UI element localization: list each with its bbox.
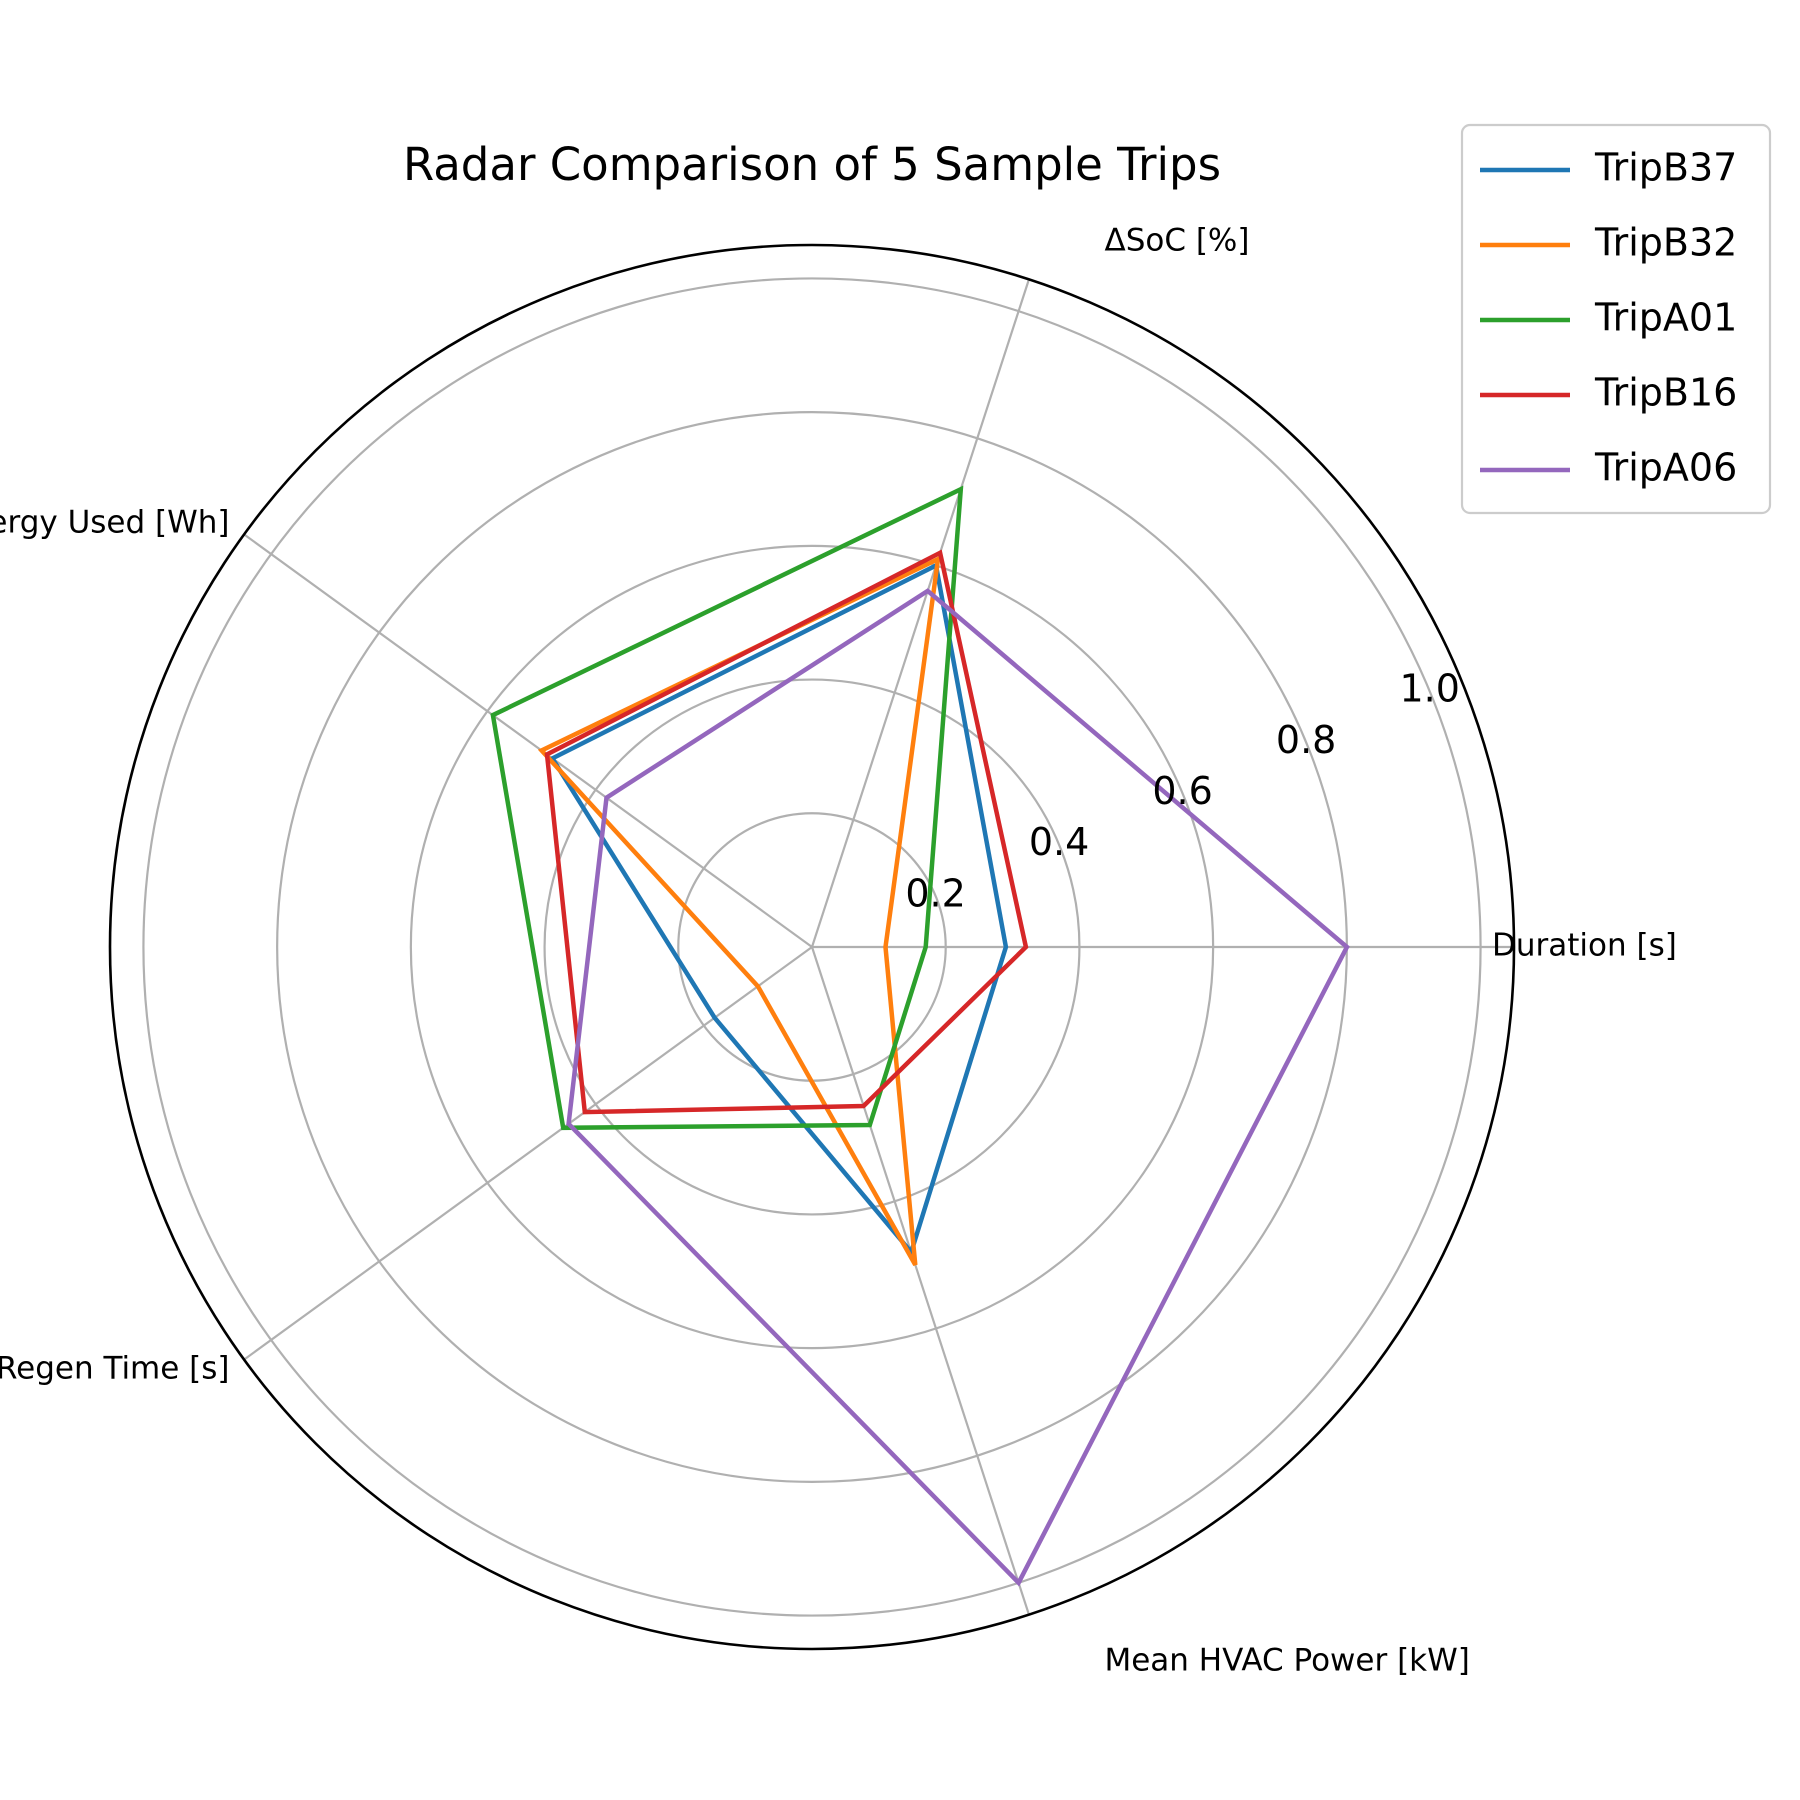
axis-label-3: Regen Time [s] (0, 1351, 230, 1387)
spoke-3 (243, 946, 813, 1361)
series-line-TripB37 (549, 562, 1009, 1257)
r-tick-label-1: 0.4 (1029, 820, 1089, 864)
chart-title: Radar Comparison of 5 Sample Trips (403, 138, 1221, 191)
spoke-1 (810, 279, 1030, 948)
radar-series (490, 485, 1350, 1587)
legend-label-TripA01: TripA01 (1594, 296, 1737, 340)
r-tick-label-2: 0.6 (1152, 769, 1212, 813)
outer-frame (108, 243, 1516, 1651)
r-tick-label-3: 0.8 (1276, 718, 1336, 762)
legend-box (1460, 123, 1772, 515)
legend-label-TripA06: TripA06 (1594, 446, 1737, 490)
series-line-TripA01 (490, 485, 964, 1131)
radar-labels: 0.2 0.4 0.6 0.8 1.0 Duration [s] ΔSoC [%] Energ… (0, 223, 1677, 1679)
legend-label-TripB37: TripB37 (1594, 146, 1737, 190)
legend-label-TripB16: TripB16 (1594, 371, 1737, 415)
axis-label-0: Duration [s] (1492, 928, 1677, 964)
r-tick-label-0: 0.2 (905, 871, 965, 915)
axis-label-4: Mean HVAC Power [kW] (1104, 1642, 1469, 1678)
legend-label-TripB32: TripB32 (1594, 221, 1737, 265)
spoke-2 (243, 533, 813, 948)
r-tick-label-4: 1.0 (1399, 667, 1459, 711)
legend: TripB37 TripB32 TripA01 TripB16 TripA06 (1460, 123, 1772, 515)
series-line-TripB16 (544, 549, 1029, 1115)
series-line-TripB32 (537, 555, 941, 1267)
radar-grid (108, 243, 1516, 1651)
spoke-4 (810, 946, 1030, 1615)
axis-label-1: ΔSoC [%] (1104, 223, 1249, 259)
axis-label-2: Energy Used [Wh] (0, 504, 230, 540)
series-line-TripA06 (566, 588, 1350, 1587)
